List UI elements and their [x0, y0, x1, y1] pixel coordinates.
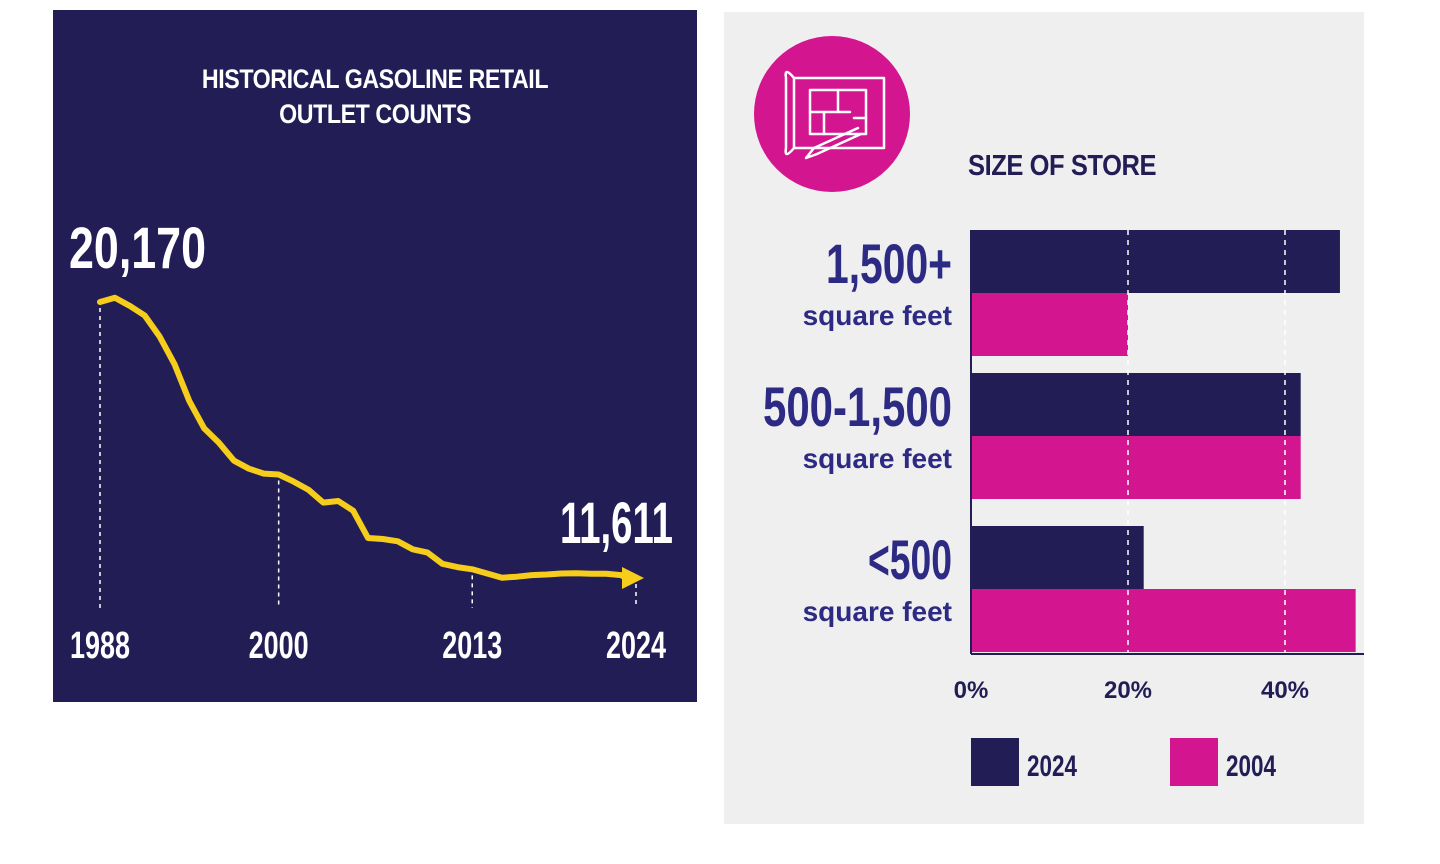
outlet-counts-panel: HISTORICAL GASOLINE RETAIL OUTLET COUNTS…: [53, 10, 697, 702]
outlet-chart-title-line-1: HISTORICAL GASOLINE RETAIL: [201, 64, 549, 94]
category-sublabel: square feet: [803, 300, 952, 331]
legend-label-2024: 2024: [1027, 750, 1077, 783]
x-tick-label: 2024: [606, 625, 666, 667]
bar-2004: [971, 293, 1128, 356]
outlet-chart-title: HISTORICAL GASOLINE RETAIL OUTLET COUNTS: [98, 62, 652, 132]
store-size-bar-chart: 1,500+ square feet 500-1,500 square feet <50…: [763, 230, 1364, 786]
category-label: 500-1,500: [763, 375, 952, 438]
end-value-label: 11,611: [560, 491, 673, 556]
x-tick-label: 20%: [1104, 677, 1152, 704]
blueprint-icon-drawing: [784, 70, 886, 160]
outlet-chart-title-line-2: OUTLET COUNTS: [279, 99, 471, 129]
x-tick-label: 2013: [442, 625, 502, 667]
x-tick-label: 2000: [249, 625, 309, 667]
outlet-count-line: [97, 294, 629, 581]
category-label: 1,500+: [826, 232, 952, 295]
legend-swatch-2024: [971, 738, 1019, 786]
start-value-label: 20,170: [69, 216, 206, 281]
bar-2024: [971, 526, 1144, 589]
outlet-line-chart: 20,170 11,611 1988 2000 2013 2024: [69, 216, 673, 667]
x-tick-label: 1988: [70, 625, 130, 667]
store-size-title: SIZE OF STORE: [968, 150, 1157, 182]
bar-2004: [971, 589, 1356, 652]
bar-2004: [971, 436, 1301, 499]
bar-2024: [971, 373, 1301, 436]
legend-swatch-2004: [1170, 738, 1218, 786]
category-sublabel: square feet: [803, 596, 952, 627]
x-tick-label: 40%: [1261, 677, 1309, 704]
bar-2024: [971, 230, 1340, 293]
store-size-panel: SIZE OF STORE 1,500+ square feet 500-1,500…: [724, 12, 1364, 824]
category-sublabel: square feet: [803, 443, 952, 474]
blueprint-icon: [754, 36, 910, 192]
category-label: <500: [868, 528, 952, 591]
legend-label-2004: 2004: [1226, 750, 1276, 783]
line-arrowhead: [622, 567, 644, 589]
x-tick-label: 0%: [954, 677, 989, 704]
